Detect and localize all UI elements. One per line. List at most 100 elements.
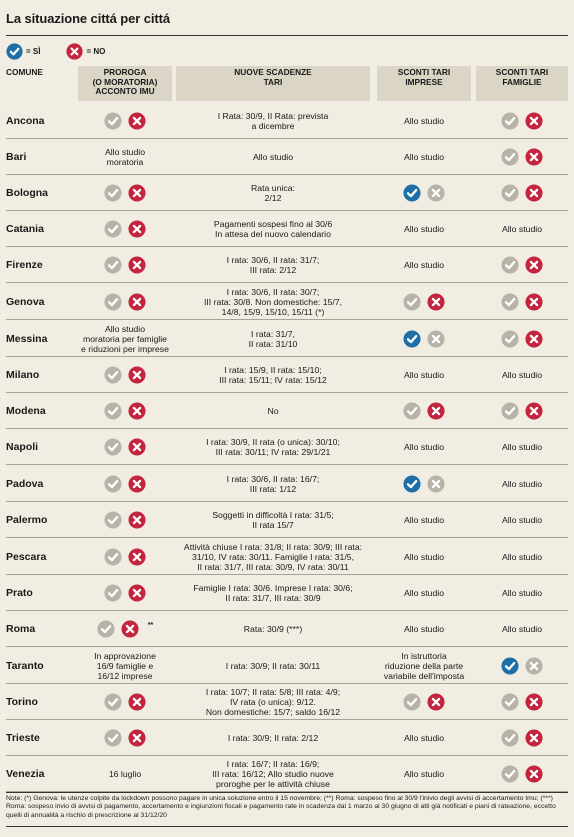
title-divider (6, 35, 568, 36)
check-icon (403, 184, 421, 202)
proroga-imu-cell (78, 538, 172, 575)
cross-icon (128, 729, 146, 747)
cell-text: Allo studio (403, 116, 445, 126)
cross-icon (128, 474, 146, 493)
grey-check-icon (104, 402, 122, 420)
header-sconti-tari-famiglie: SCONTI TARI FAMIGLIE (476, 66, 568, 101)
cross-icon (128, 112, 146, 130)
city-name: Pescara (6, 550, 47, 563)
table-row: Ancona I Rata: 30/9, II Rata: prevista a … (0, 103, 574, 139)
cross-icon (525, 148, 543, 166)
proroga-imu-cell: ** (78, 611, 172, 647)
sconti-famiglie-cell (476, 647, 568, 684)
cell-text: Allo studio (403, 224, 445, 234)
sconti-famiglie-cell: Allo studio (476, 611, 568, 647)
nuove-scadenze-tari-cell: Famiglie I rata: 30/6. Imprese I rata: 3… (193, 583, 353, 603)
footnote-marker: ** (147, 622, 154, 629)
city-name: Taranto (6, 659, 44, 672)
sconti-famiglie-cell: Allo studio (476, 465, 568, 502)
legend: = SÌ = NO (6, 42, 105, 60)
cross-icon (525, 184, 543, 202)
table-row: Genova I rata: 30/6, II rata: 30/7; III r… (0, 283, 574, 320)
sconti-famiglie-cell (476, 103, 568, 139)
cell-text: Allo studio (403, 442, 445, 452)
yes-no-icons (403, 184, 445, 202)
city-name: Firenze (6, 259, 43, 271)
sconti-imprese-cell: Allo studio (377, 247, 471, 283)
proroga-imu-cell (78, 393, 172, 429)
sconti-famiglie-cell: Allo studio (476, 211, 568, 247)
grey-check-icon (403, 402, 421, 420)
nuove-scadenze-tari-cell: I rata: 31/7, II rata: 31/10 (248, 328, 298, 349)
proroga-imu-cell (78, 175, 172, 211)
cross-icon (128, 366, 146, 384)
nuove-scadenze-tari-cell: Rata unica: 2/12 (251, 183, 295, 203)
grey-cross-icon (525, 656, 543, 675)
yes-no-icons (104, 729, 146, 747)
nuove-scadenze-tari-cell: Rata: 30/9 (***) (243, 624, 303, 634)
grey-cross-icon (427, 474, 445, 493)
nuove-scadenze-tari-cell: I rata: 30/9, II rata (o unica): 30/10; … (206, 437, 340, 457)
sconti-famiglie-cell (476, 283, 568, 320)
nuove-scadenze-tari-cell: I Rata: 30/9, II Rata: prevista a dicemb… (217, 111, 329, 131)
table-row: Catania Pagamenti sospesi fino al 30/6 In… (0, 211, 574, 247)
grey-check-icon (104, 729, 122, 747)
table-row: Firenze I rata: 30/6, II rata: 31/7; III … (0, 247, 574, 283)
grey-check-icon (104, 220, 122, 238)
cell-text: Allo studio (403, 515, 445, 525)
cross-icon (128, 292, 146, 311)
grey-check-icon (104, 584, 122, 602)
sconti-imprese-cell: Allo studio (377, 720, 471, 756)
table-row: Napoli I rata: 30/9, II rata (o unica): 3… (0, 429, 574, 465)
yes-no-icons (403, 474, 445, 493)
cross-icon (128, 256, 146, 274)
cell-text: Allo studio (501, 551, 543, 562)
proroga-imu-cell (78, 247, 172, 283)
table-row: Padova I rata: 30/6, II rata: 16/7; III r… (0, 465, 574, 502)
yes-no-icons (403, 329, 445, 348)
cross-icon (66, 42, 84, 60)
grey-check-icon (104, 511, 122, 529)
sconti-imprese-cell: Allo studio (377, 357, 471, 393)
yes-no-icons (501, 402, 543, 420)
check-icon (501, 656, 519, 675)
yes-no-icons (104, 402, 146, 420)
yes-no-icons (104, 366, 146, 384)
cell-text: Allo studio (501, 588, 543, 598)
yes-no-icons (104, 584, 146, 602)
city-name: Catania (6, 223, 44, 235)
cross-icon (128, 547, 146, 566)
sconti-famiglie-cell (476, 247, 568, 283)
city-name: Palermo (6, 514, 48, 526)
table-row: Palermo Soggetti in difficoltà I rata: 31… (0, 502, 574, 538)
cell-text: Allo studio (501, 442, 543, 452)
yes-no-icons: ** (97, 620, 153, 638)
sconti-imprese-cell: Allo studio (377, 538, 471, 575)
row-divider (6, 319, 568, 320)
sconti-famiglie-cell: Allo studio (476, 429, 568, 465)
grey-cross-icon (427, 329, 445, 348)
table-row: Taranto In approvazione 16/9 famiglie e 1… (0, 647, 574, 684)
cross-icon (128, 438, 146, 456)
proroga-imu-cell: Allo studio moratoria per famiglie e rid… (78, 320, 172, 357)
cross-icon (525, 112, 543, 130)
proroga-imu-cell: In approvazione 16/9 famiglie e 16/12 im… (78, 647, 172, 684)
proroga-imu-cell (78, 429, 172, 465)
sconti-famiglie-cell: Allo studio (476, 575, 568, 611)
yes-no-icons (104, 220, 146, 238)
nuove-scadenze-tari-cell: Soggetti in difficoltà I rata: 31/5; II … (212, 510, 334, 530)
yes-no-icons (104, 112, 146, 130)
row-divider (6, 210, 568, 211)
table-row: Pescara Attività chiuse I rata: 31/8; II … (0, 538, 574, 575)
cell-text: Allo studio (501, 515, 543, 525)
cross-icon (128, 402, 146, 420)
sconti-imprese-cell (377, 283, 471, 320)
grey-check-icon (403, 693, 421, 711)
legend-label: = NO (86, 46, 106, 56)
proroga-imu-cell (78, 357, 172, 393)
grey-check-icon (104, 547, 122, 566)
row-divider (6, 610, 568, 611)
grey-check-icon (104, 474, 122, 493)
cross-icon (525, 292, 543, 311)
sconti-famiglie-cell (476, 756, 568, 792)
